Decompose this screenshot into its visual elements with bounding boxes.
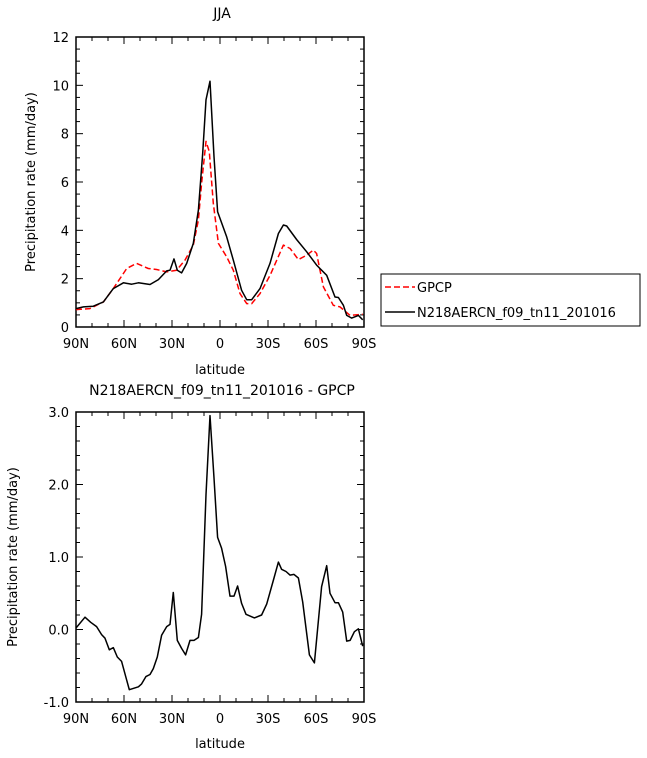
top-x-tick-label: 90N — [63, 337, 89, 352]
bottom-x-tick-label: 60N — [111, 712, 137, 727]
top-x-tick-label: 60S — [304, 337, 329, 352]
bottom-x-tick-label: 30N — [159, 712, 185, 727]
top-y-tick-label: 4 — [61, 224, 69, 239]
bottom-y-tick-label: 3.0 — [48, 406, 69, 421]
top-x-tick-label: 30N — [159, 337, 185, 352]
top-x-tick-label: 0 — [216, 337, 224, 352]
top-y-tick-label: 6 — [61, 176, 69, 191]
top-chart-xlabel: latitude — [195, 363, 245, 378]
bottom-x-tick-label: 0 — [216, 712, 224, 727]
top-x-tick-label: 90S — [352, 337, 377, 352]
top-y-tick-label: 0 — [61, 321, 69, 336]
legend-label-gpcp: GPCP — [417, 281, 452, 296]
top-x-tick-label: 30S — [256, 337, 281, 352]
top-y-tick-label: 8 — [61, 128, 69, 143]
bottom-series-difference — [75, 414, 364, 691]
top-y-tick-label: 10 — [52, 79, 69, 94]
legend-box — [380, 273, 641, 327]
bottom-chart-title: N218AERCN_f09_tn11_201016 - GPCP — [89, 383, 355, 399]
top-chart-title: JJA — [212, 6, 231, 22]
top-x-tick-label: 60N — [111, 337, 137, 352]
bottom-y-tick-label: -1.0 — [44, 696, 69, 711]
bottom-x-tick-label: 90S — [352, 712, 377, 727]
bottom-y-tick-label: 0.0 — [48, 624, 69, 639]
legend-label-model: N218AERCN_f09_tn11_201016 — [417, 306, 616, 321]
bottom-x-tick-label: 60S — [304, 712, 329, 727]
bottom-x-tick-label: 30S — [256, 712, 281, 727]
top-y-tick-label: 2 — [61, 273, 69, 288]
top-chart-ylabel: Precipitation rate (mm/day) — [24, 92, 39, 272]
bottom-x-tick-label: 90N — [63, 712, 89, 727]
bottom-y-tick-label: 1.0 — [48, 551, 69, 566]
legend: GPCP N218AERCN_f09_tn11_201016 — [380, 273, 641, 327]
top-series-gpcp — [75, 140, 363, 317]
top-y-tick-label: 12 — [52, 31, 69, 46]
bottom-chart-xlabel: latitude — [195, 737, 245, 752]
top-series-n218aercn-f09-tn11-201016 — [75, 80, 364, 321]
top-plot-frame — [75, 36, 365, 328]
bottom-y-tick-label: 2.0 — [48, 479, 69, 494]
bottom-chart-ylabel: Precipitation rate (mm/day) — [6, 467, 21, 647]
